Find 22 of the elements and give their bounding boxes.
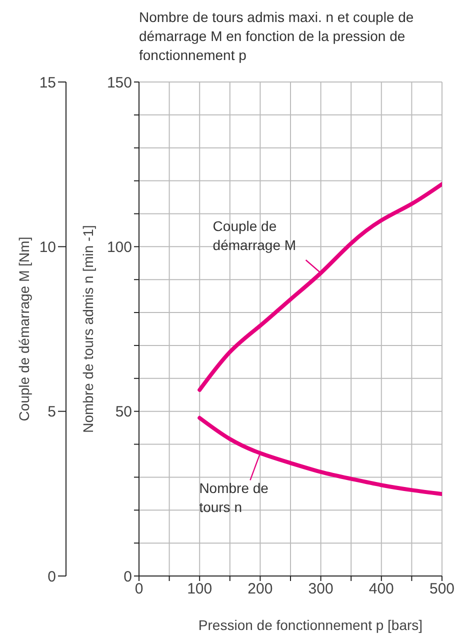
y-tick-label: 0 xyxy=(124,568,132,586)
y-tick-label: 150 xyxy=(106,74,132,92)
y2-tick-label: 0 xyxy=(48,568,56,586)
x-tick-label: 0 xyxy=(134,580,144,598)
line-series xyxy=(198,182,442,392)
x-tick-label: 300 xyxy=(308,580,334,598)
y-tick-label: 50 xyxy=(115,404,132,421)
y2-tick-label: 15 xyxy=(39,74,56,92)
y2-tick-label: 10 xyxy=(39,238,56,256)
y-axis-title: Nombre de tours admis n [min -1] xyxy=(80,225,96,433)
y2-tick-label: 5 xyxy=(48,404,56,421)
x-tick-label: 400 xyxy=(368,580,394,598)
chart-title: Nombre de tours admis maxi. n et couple de démarrage M en fonction de la pression de fonctionnement p xyxy=(139,8,415,65)
line-series xyxy=(198,416,442,496)
annotation: Couple de démarrage M xyxy=(212,217,298,255)
annotation: Nombre de tours n xyxy=(198,479,270,518)
x-tick-label: 100 xyxy=(187,580,212,598)
x-axis-title: Pression de fonctionnement p [bars] xyxy=(198,617,423,633)
x-tick-label: 200 xyxy=(248,580,273,598)
y-tick-label: 100 xyxy=(106,238,132,256)
x-tick-label: 500 xyxy=(429,580,455,598)
y2-axis-title: Couple de démarrage M [Nm] xyxy=(16,236,32,422)
